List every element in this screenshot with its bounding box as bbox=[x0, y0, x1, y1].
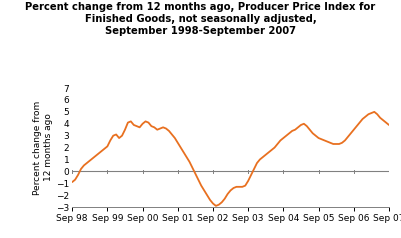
Text: Percent change from 12 months ago, Producer Price Index for
Finished Goods, not : Percent change from 12 months ago, Produ… bbox=[25, 2, 376, 35]
Y-axis label: Percent change from
12 months ago: Percent change from 12 months ago bbox=[32, 100, 53, 195]
